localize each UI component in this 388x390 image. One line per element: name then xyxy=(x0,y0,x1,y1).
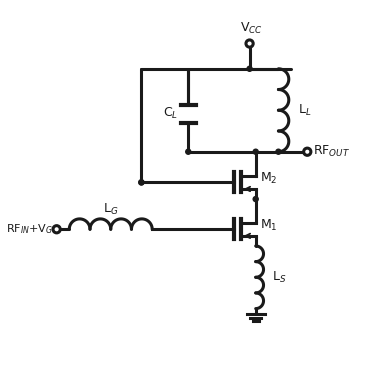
Text: V$_{CC}$: V$_{CC}$ xyxy=(240,21,263,36)
Text: M$_2$: M$_2$ xyxy=(260,171,278,186)
Circle shape xyxy=(53,226,60,233)
Circle shape xyxy=(304,148,311,155)
Text: C$_L$: C$_L$ xyxy=(163,106,178,121)
Circle shape xyxy=(246,40,253,47)
Circle shape xyxy=(186,149,191,154)
Circle shape xyxy=(139,180,144,185)
Circle shape xyxy=(247,66,252,71)
Text: L$_S$: L$_S$ xyxy=(272,270,286,285)
Text: L$_G$: L$_G$ xyxy=(103,202,118,216)
Circle shape xyxy=(253,197,258,202)
Text: L$_L$: L$_L$ xyxy=(298,103,312,118)
Text: RF$_{IN}$+V$_G$: RF$_{IN}$+V$_G$ xyxy=(6,222,53,236)
Text: M$_1$: M$_1$ xyxy=(260,218,278,233)
Circle shape xyxy=(253,149,258,154)
Text: RF$_{OUT}$: RF$_{OUT}$ xyxy=(313,144,350,159)
Circle shape xyxy=(139,180,144,185)
Circle shape xyxy=(276,149,281,154)
